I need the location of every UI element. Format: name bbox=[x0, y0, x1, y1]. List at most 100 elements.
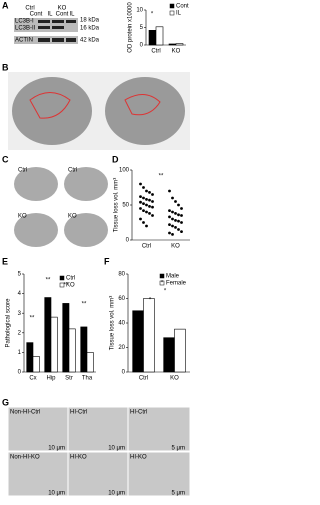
blot-band-label: ACTIN bbox=[15, 38, 33, 44]
scale-label: 10 μm bbox=[108, 446, 125, 452]
legend-label: Cont bbox=[176, 4, 189, 10]
brain-section bbox=[105, 77, 185, 145]
annotation: ** bbox=[46, 278, 51, 284]
bar bbox=[155, 26, 164, 46]
scale-label: 10 μm bbox=[48, 446, 65, 452]
legend-label: Ctrl bbox=[66, 276, 75, 282]
bar bbox=[68, 328, 76, 373]
x-tick-label: KO bbox=[171, 244, 180, 250]
panel-label: G bbox=[2, 397, 9, 407]
point bbox=[142, 209, 145, 213]
y-tick-label: 100 bbox=[119, 168, 130, 174]
image-label: HI-Ctrl bbox=[70, 410, 87, 416]
lesion-outline bbox=[124, 94, 161, 116]
point bbox=[145, 224, 148, 228]
brain-label: KO bbox=[68, 214, 77, 220]
bar bbox=[86, 352, 94, 373]
y-tick-label: 20 bbox=[118, 345, 125, 351]
brain-slice bbox=[64, 213, 108, 247]
point bbox=[174, 226, 177, 229]
brain-slice bbox=[64, 167, 108, 201]
scale-label: 10 μm bbox=[48, 491, 65, 497]
point bbox=[139, 195, 142, 199]
point bbox=[145, 210, 148, 214]
image-label: HI-KO bbox=[70, 455, 87, 461]
blot-bands bbox=[38, 20, 76, 42]
point bbox=[145, 203, 148, 207]
point bbox=[177, 203, 180, 207]
legend-swatch bbox=[59, 282, 65, 288]
y-tick-label: 50 bbox=[122, 203, 129, 209]
x-tick-label: Hip bbox=[46, 376, 56, 382]
annotation: * bbox=[151, 12, 154, 18]
lesion-outline bbox=[29, 92, 71, 119]
brain-label: Ctrl bbox=[18, 168, 27, 174]
bar bbox=[44, 297, 52, 373]
y-tick-label: 3 bbox=[18, 311, 22, 317]
x-tick-label: Ctrl bbox=[142, 244, 151, 250]
point bbox=[139, 182, 142, 186]
image-label: Non-HI-KO bbox=[10, 455, 40, 461]
legend-swatch bbox=[59, 275, 65, 281]
point bbox=[168, 231, 171, 235]
scale-label: 5 μm bbox=[172, 446, 185, 452]
y-tick-label: 40 bbox=[118, 321, 125, 327]
panel-label: C bbox=[2, 154, 9, 164]
point bbox=[142, 221, 145, 224]
legend-swatch bbox=[159, 273, 165, 279]
annotation: * bbox=[164, 289, 167, 295]
blot-size: 16 kDa bbox=[80, 26, 100, 32]
y-axis-label: Pathological score bbox=[6, 298, 12, 348]
point bbox=[177, 213, 180, 217]
x-tick-label: Cx bbox=[29, 376, 36, 382]
point bbox=[171, 210, 174, 214]
brain-label: Ctrl bbox=[68, 168, 77, 174]
y-tick-label: 0 bbox=[140, 43, 144, 49]
point bbox=[177, 228, 180, 231]
brain-label: KO bbox=[18, 214, 27, 220]
blot-lane: Cont bbox=[30, 12, 43, 18]
brain-slice bbox=[14, 213, 58, 247]
bar bbox=[50, 316, 58, 373]
point bbox=[142, 196, 145, 200]
y-tick-label: 5 bbox=[140, 25, 144, 31]
point bbox=[168, 209, 171, 213]
bar bbox=[143, 298, 155, 373]
point bbox=[180, 221, 183, 224]
bar bbox=[62, 303, 70, 373]
point bbox=[174, 212, 177, 215]
point bbox=[171, 233, 174, 236]
annotation: ** bbox=[64, 283, 69, 289]
point bbox=[145, 189, 148, 193]
y-tick-label: 0 bbox=[18, 370, 22, 376]
annotation: * bbox=[149, 298, 152, 304]
scale-label: 5 μm bbox=[172, 491, 185, 497]
blot-lane: IL bbox=[69, 12, 75, 18]
point bbox=[168, 223, 171, 227]
x-tick-label: KO bbox=[172, 49, 181, 55]
y-axis-label: Tissue loss vol. mm³ bbox=[114, 178, 120, 232]
point bbox=[151, 200, 154, 203]
point bbox=[142, 202, 145, 206]
point bbox=[139, 200, 142, 204]
point bbox=[148, 191, 151, 194]
bar bbox=[26, 342, 34, 373]
em-images bbox=[7, 406, 191, 497]
point bbox=[180, 207, 183, 210]
point bbox=[171, 224, 174, 228]
image-label: HI-Ctrl bbox=[130, 410, 147, 416]
bar bbox=[148, 29, 157, 46]
y-tick-label: 80 bbox=[118, 272, 125, 278]
legend-label: Male bbox=[166, 274, 180, 280]
point bbox=[168, 215, 171, 219]
bar bbox=[80, 326, 88, 373]
y-tick-label: 2 bbox=[18, 330, 22, 336]
panel-label: A bbox=[2, 0, 9, 10]
x-tick-label: Tha bbox=[82, 376, 93, 382]
point bbox=[180, 230, 183, 234]
point bbox=[168, 189, 171, 193]
point bbox=[171, 196, 174, 200]
blot-band-label: LC3B-I bbox=[15, 19, 34, 25]
point bbox=[151, 193, 154, 196]
